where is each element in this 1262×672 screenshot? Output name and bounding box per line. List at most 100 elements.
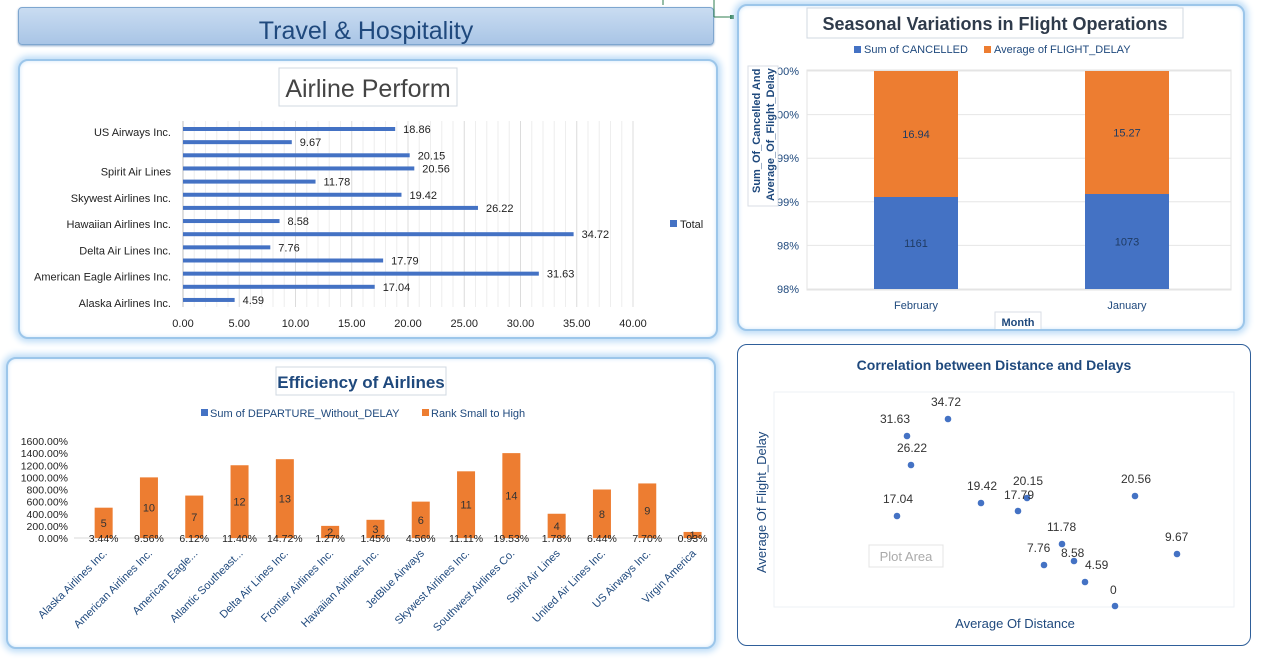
data-label: 11.78	[324, 177, 351, 189]
seasonal-chart: Seasonal Variations in Flight Operations…	[747, 7, 1232, 331]
data-label: 20.56	[422, 163, 450, 175]
data-label: 18.86	[403, 124, 431, 136]
bar-segment-cancelled[interactable]	[1085, 194, 1169, 289]
category-label: American Airlines Inc.	[72, 548, 155, 631]
bar-rank[interactable]	[366, 519, 385, 538]
bar-rank[interactable]	[638, 483, 657, 538]
efficiency-title: Efficiency of Airlines	[277, 373, 445, 392]
legend-label-departure: Sum of DEPARTURE_Without_DELAY	[210, 408, 400, 420]
bar-rank[interactable]	[139, 477, 158, 538]
bar[interactable]	[183, 205, 478, 210]
scatter-point[interactable]	[1081, 578, 1089, 586]
bar-rank[interactable]	[411, 501, 430, 538]
category-label: US Airways Inc.	[94, 127, 171, 139]
category-label: February	[894, 300, 939, 312]
seasonal-variations-panel[interactable]: Seasonal Variations in Flight Operations…	[737, 4, 1245, 331]
bar[interactable]	[183, 219, 280, 224]
scatter-point[interactable]	[1014, 507, 1022, 515]
scatter-point[interactable]	[903, 432, 911, 440]
bar-rank[interactable]	[683, 531, 702, 538]
x-tick-label: 0.00	[172, 318, 193, 330]
bar[interactable]	[183, 297, 235, 302]
percent-label: 11.40%	[222, 533, 257, 545]
category-label: Hawaiian Airlines Inc.	[66, 219, 171, 231]
bar-segment-delay[interactable]	[874, 71, 958, 197]
scatter-point[interactable]	[907, 461, 915, 469]
bar[interactable]	[183, 271, 539, 276]
bar[interactable]	[183, 232, 574, 237]
scatter-point[interactable]	[1023, 494, 1031, 502]
legend-label-cancelled: Sum of CANCELLED	[864, 44, 968, 56]
rank-label: 11	[460, 500, 471, 512]
scatter-point[interactable]	[1070, 557, 1078, 565]
scatter-point[interactable]	[977, 499, 985, 507]
percent-label: 7.70%	[632, 533, 662, 545]
point-label: 9.67	[1165, 530, 1189, 544]
rank-label: 8	[599, 509, 605, 521]
data-label: 9.67	[300, 137, 321, 149]
percent-label: 9.56%	[134, 533, 164, 545]
bar-rank[interactable]	[230, 465, 249, 538]
plot-area-tooltip	[868, 544, 944, 568]
bar-rank[interactable]	[275, 459, 294, 538]
legend-swatch-departure	[201, 409, 208, 416]
rank-label: 7	[191, 512, 197, 524]
y-tick-label: 1000.00%	[21, 472, 68, 484]
bar[interactable]	[183, 166, 415, 171]
bar-rank[interactable]	[592, 489, 611, 539]
scatter-point[interactable]	[1111, 602, 1119, 610]
point-label: 7.76	[1027, 541, 1051, 555]
correlation-y-axis-title: Average Of Flight_Delay	[754, 431, 769, 573]
legend-swatch-cancelled	[854, 46, 861, 53]
scatter-point[interactable]	[893, 512, 901, 520]
category-label: Southwest Airlines Co.	[431, 548, 517, 634]
bar[interactable]	[183, 258, 384, 263]
bar[interactable]	[183, 127, 396, 131]
scatter-point[interactable]	[1058, 540, 1066, 548]
x-tick-label: 15.00	[338, 318, 366, 330]
scatter-point[interactable]	[1040, 561, 1048, 569]
percent-label: 1.45%	[361, 533, 391, 545]
bar-segment-cancelled[interactable]	[874, 197, 958, 289]
scatter-point[interactable]	[1173, 550, 1181, 558]
bar-rank[interactable]	[185, 495, 204, 538]
rank-label: 6	[418, 515, 424, 527]
bar-rank[interactable]	[502, 453, 521, 538]
legend-label-rank: Rank Small to High	[431, 408, 525, 420]
category-label: Delta Air Lines Inc.	[79, 245, 171, 257]
percent-label: 11.11%	[449, 533, 483, 545]
bar-segment-delay[interactable]	[1085, 71, 1169, 194]
category-label: American Eagle Airlines Inc.	[34, 272, 171, 284]
percent-label: 19.53%	[494, 533, 530, 545]
correlation-panel[interactable]: Correlation between Distance and Delays …	[737, 344, 1251, 646]
bar[interactable]	[183, 179, 316, 184]
point-label: 17.04	[883, 492, 913, 506]
bar[interactable]	[183, 140, 292, 145]
airline-perform-panel[interactable]: Airline Perform 18.86 9.67 20.15 20.56 11.78…	[18, 59, 718, 339]
bar[interactable]	[183, 245, 271, 250]
y-tick-label: 99%	[777, 153, 799, 165]
data-label: 1073	[1115, 237, 1139, 249]
dashboard-title-banner: Travel & Hospitality	[18, 7, 714, 45]
bar-rank[interactable]	[321, 525, 340, 538]
point-label: 31.63	[880, 412, 910, 426]
rank-label: 4	[554, 521, 560, 533]
rank-label: 14	[505, 491, 517, 503]
percent-label: 6.44%	[587, 533, 617, 545]
plot-area-label: Plot Area	[880, 549, 934, 564]
percent-label: 3.44%	[89, 533, 119, 545]
bar-rank[interactable]	[547, 513, 566, 538]
bar[interactable]	[183, 153, 410, 158]
bar-rank[interactable]	[457, 471, 476, 538]
bar[interactable]	[183, 192, 402, 197]
correlation-chart: Correlation between Distance and Delays …	[754, 357, 1235, 631]
efficiency-panel[interactable]: Efficiency of Airlines Sum of DEPARTURE_…	[6, 357, 716, 649]
scatter-point[interactable]	[1131, 492, 1139, 500]
rank-label: 1	[689, 530, 695, 542]
y-tick-label: 98%	[777, 284, 799, 296]
bar-rank[interactable]	[94, 507, 113, 538]
scatter-point[interactable]	[944, 415, 952, 423]
rank-label: 13	[279, 494, 291, 506]
bar[interactable]	[183, 284, 375, 289]
